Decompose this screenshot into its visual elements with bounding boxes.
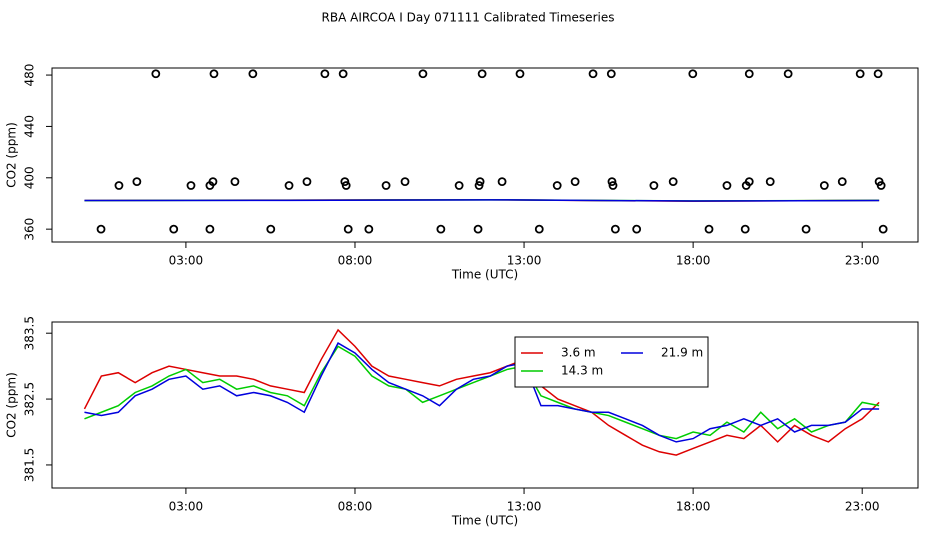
- x-tick-label: 23:00: [845, 500, 880, 514]
- data-point: [497, 177, 507, 187]
- data-point: [475, 177, 485, 187]
- data-point: [473, 224, 483, 234]
- data-point: [364, 224, 374, 234]
- data-point: [610, 224, 620, 234]
- data-point: [381, 181, 391, 190]
- data-point: [722, 181, 732, 190]
- data-point: [801, 224, 811, 234]
- legend-label: 3.6 m: [561, 346, 596, 360]
- x-axis-label: Time (UTC): [451, 514, 518, 528]
- x-tick-label: 23:00: [845, 254, 880, 268]
- data-point: [320, 69, 330, 79]
- data-point: [873, 69, 883, 79]
- data-point: [649, 181, 659, 190]
- data-point: [688, 69, 698, 79]
- data-point: [132, 177, 142, 187]
- data-point: [534, 224, 544, 234]
- y-tick-label: 381.5: [23, 448, 37, 482]
- data-point: [284, 181, 294, 190]
- data-point: [741, 181, 751, 190]
- x-tick-label: 03:00: [169, 500, 204, 514]
- plot-frame: [51, 67, 919, 243]
- data-point: [765, 177, 775, 187]
- x-tick-label: 08:00: [338, 254, 373, 268]
- data-point: [477, 69, 487, 79]
- data-point: [96, 224, 106, 234]
- data-point: [230, 177, 240, 187]
- x-tick-label: 13:00: [507, 500, 542, 514]
- data-point: [552, 181, 562, 190]
- data-point: [400, 177, 410, 187]
- data-point: [588, 69, 598, 79]
- y-tick-label: 382.5: [23, 382, 37, 416]
- data-point: [151, 69, 161, 79]
- data-point: [668, 177, 678, 187]
- y-tick-label: 383.5: [23, 316, 37, 350]
- data-point: [343, 224, 353, 234]
- legend-label: 14.3 m: [561, 364, 603, 378]
- y-tick-label: 400: [23, 166, 37, 189]
- legend-label: 21.9 m: [661, 346, 703, 360]
- data-point: [876, 181, 886, 190]
- data-point: [340, 177, 350, 187]
- data-point: [302, 177, 312, 187]
- y-axis-label: CO2 (ppm): [5, 122, 19, 188]
- data-point: [186, 181, 196, 190]
- x-tick-label: 18:00: [676, 254, 711, 268]
- data-point: [632, 224, 642, 234]
- data-point: [266, 224, 276, 234]
- data-point: [855, 69, 865, 79]
- plot-frame: [51, 321, 919, 489]
- data-point: [436, 224, 446, 234]
- data-point: [570, 177, 580, 187]
- legend-box: [514, 336, 709, 388]
- data-point: [418, 69, 428, 79]
- data-point: [515, 69, 525, 79]
- data-line: [84, 342, 880, 443]
- x-tick-label: 18:00: [676, 500, 711, 514]
- y-tick-label: 360: [23, 218, 37, 241]
- data-point: [878, 224, 888, 234]
- data-point: [837, 177, 847, 187]
- data-point: [740, 224, 750, 234]
- data-point: [606, 69, 616, 79]
- data-point: [704, 224, 714, 234]
- data-point: [341, 181, 351, 190]
- y-axis-label: CO2 (ppm): [5, 372, 19, 438]
- y-tick-label: 440: [23, 115, 37, 138]
- data-point: [205, 224, 215, 234]
- data-point: [209, 69, 219, 79]
- data-point: [819, 181, 829, 190]
- x-tick-label: 03:00: [169, 254, 204, 268]
- data-point: [607, 177, 617, 187]
- data-line: [84, 199, 880, 202]
- data-point: [454, 181, 464, 190]
- data-point: [474, 181, 484, 190]
- data-point: [783, 69, 793, 79]
- x-tick-label: 08:00: [338, 500, 373, 514]
- data-line: [84, 345, 880, 440]
- data-point: [169, 224, 179, 234]
- figure-title: RBA AIRCOA I Day 071111 Calibrated Times…: [322, 11, 615, 25]
- data-point: [338, 69, 348, 79]
- x-tick-label: 13:00: [507, 254, 542, 268]
- y-tick-label: 480: [23, 64, 37, 87]
- data-line: [83, 328, 880, 456]
- x-axis-label: Time (UTC): [451, 268, 518, 282]
- data-point: [608, 181, 618, 190]
- data-point: [248, 69, 258, 79]
- data-point: [114, 181, 124, 190]
- data-point: [744, 69, 754, 79]
- data-point: [205, 181, 215, 190]
